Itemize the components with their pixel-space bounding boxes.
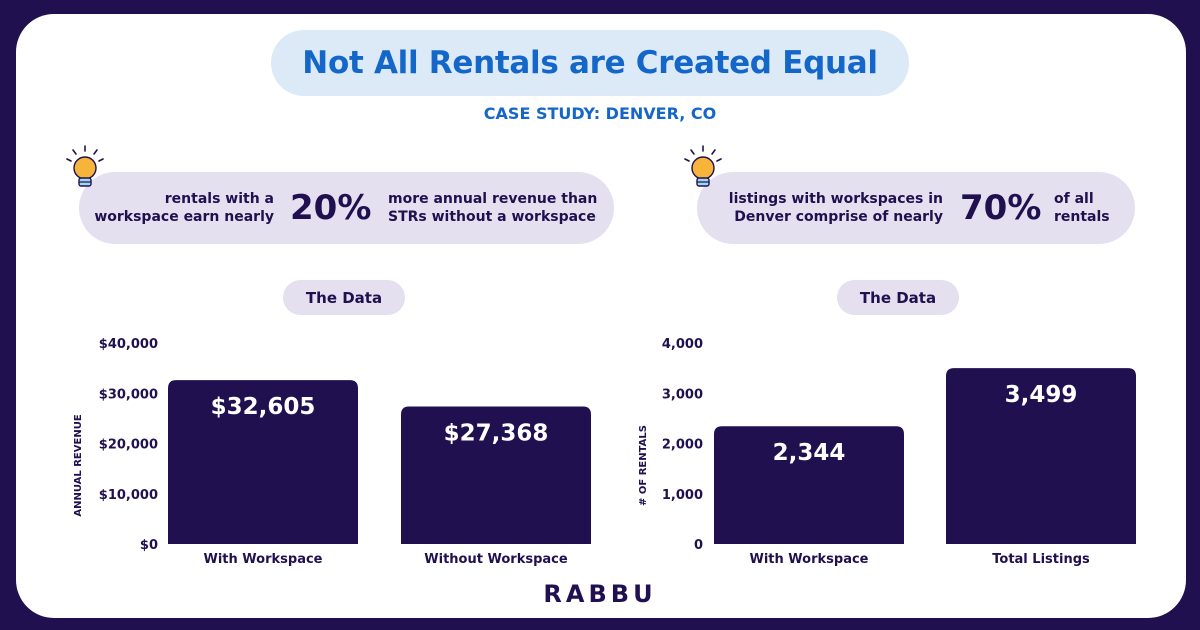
- stat-pill-revenue: rentals with a workspace earn nearly 20%…: [79, 172, 614, 244]
- stat-listings-right-line2: rentals: [1054, 209, 1110, 225]
- x-category-label: With Workspace: [204, 552, 323, 567]
- bar: [401, 406, 591, 544]
- y-tick-label: 2,000: [662, 438, 703, 453]
- title-pill: Not All Rentals are Created Equal: [271, 30, 909, 96]
- stat-pill-listings: listings with workspaces in Denver compr…: [697, 172, 1135, 244]
- y-tick-label: 0: [694, 538, 703, 553]
- x-category-label: Without Workspace: [424, 552, 568, 567]
- y-tick-label: 1,000: [662, 488, 703, 503]
- bar: [946, 368, 1136, 544]
- stat-listings-left-line1: listings with workspaces in: [728, 191, 943, 207]
- lightbulb-icon: [66, 145, 104, 187]
- bar: [714, 426, 904, 544]
- y-axis-label: ANNUAL REVENUE: [73, 414, 84, 516]
- bar-data-label: 3,499: [1005, 382, 1078, 408]
- y-tick-label: $20,000: [99, 438, 158, 453]
- data-label-left: The Data: [283, 280, 405, 315]
- stat-listings-left-line2: Denver comprise of nearly: [734, 209, 943, 225]
- bar-data-label: $27,368: [444, 420, 549, 446]
- stat-revenue-left-line1: rentals with a: [164, 191, 274, 207]
- y-tick-label: 4,000: [662, 337, 703, 352]
- bar: [168, 380, 358, 544]
- stat-revenue-right-line2: STRs without a workspace: [388, 209, 596, 225]
- x-category-label: Total Listings: [992, 552, 1090, 567]
- bar-data-label: 2,344: [773, 440, 846, 466]
- rabbu-logo: RABBU: [543, 580, 657, 608]
- page-title: Not All Rentals are Created Equal: [302, 45, 878, 81]
- data-label-right: The Data: [837, 280, 959, 315]
- stat-revenue-left-line2: workspace earn nearly: [94, 209, 274, 225]
- y-tick-label: 3,000: [662, 387, 703, 402]
- stat-revenue-right-text: more annual revenue than STRs without a …: [388, 190, 597, 226]
- x-category-label: With Workspace: [750, 552, 869, 567]
- stat-listings-right-text: of all rentals: [1054, 190, 1110, 226]
- stat-listings-value: 70%: [960, 188, 1042, 228]
- lightbulb-icon: [684, 145, 722, 187]
- y-tick-label: $10,000: [99, 488, 158, 503]
- stat-revenue-value: 20%: [290, 188, 372, 228]
- y-tick-label: $40,000: [99, 337, 158, 352]
- stat-revenue-right-line1: more annual revenue than: [388, 191, 598, 207]
- page-subtitle: CASE STUDY: DENVER, CO: [483, 104, 717, 123]
- bar-data-label: $32,605: [211, 394, 316, 420]
- stat-revenue-left-text: rentals with a workspace earn nearly: [94, 190, 274, 226]
- stat-listings-right-line1: of all: [1054, 191, 1094, 207]
- y-axis-label: # OF RENTALS: [638, 425, 649, 506]
- y-tick-label: $30,000: [99, 387, 158, 402]
- stat-listings-left-text: listings with workspaces in Denver compr…: [729, 190, 943, 226]
- y-tick-label: $0: [140, 538, 158, 553]
